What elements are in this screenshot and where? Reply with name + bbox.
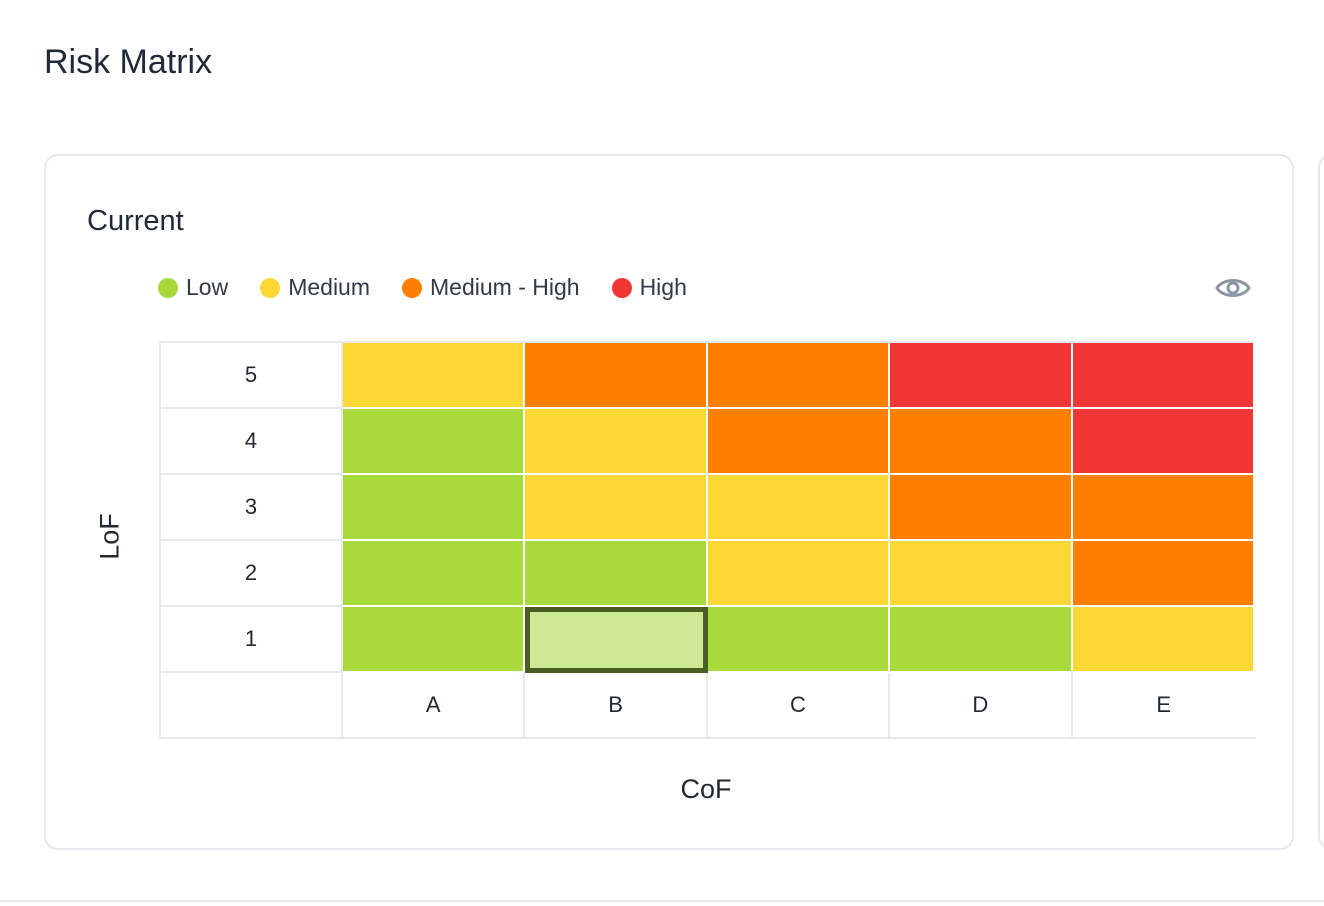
matrix-cell-5-b[interactable]	[525, 343, 708, 409]
matrix-cell-4-b[interactable]	[525, 409, 708, 475]
row-label-5: 5	[161, 343, 343, 409]
row-label-3: 3	[161, 475, 343, 541]
legend-dot-low	[158, 277, 178, 298]
eye-icon[interactable]	[1214, 272, 1252, 304]
column-label-b: B	[525, 673, 708, 739]
matrix-cell-5-d[interactable]	[890, 343, 1073, 409]
risk-matrix-card-current: Current Low Medium Medium - High High Lo…	[44, 154, 1294, 850]
matrix-cell-2-e[interactable]	[1072, 541, 1255, 607]
matrix-cell-3-d[interactable]	[890, 475, 1073, 541]
matrix-cell-1-d[interactable]	[890, 607, 1073, 673]
matrix-cell-4-c[interactable]	[707, 409, 891, 475]
column-label-d: D	[890, 673, 1073, 739]
matrix-cell-4-e[interactable]	[1072, 409, 1255, 475]
x-axis-label: CoF	[680, 774, 732, 804]
legend-dot-high	[611, 277, 632, 298]
legend: Low Medium Medium - High High	[158, 274, 719, 301]
matrix-cell-2-d[interactable]	[890, 541, 1073, 607]
legend-label-high: High	[639, 274, 687, 300]
matrix-cell-2-c[interactable]	[707, 541, 891, 607]
legend-label-low: Low	[186, 274, 229, 300]
legend-dot-medium	[260, 277, 281, 298]
y-axis-label: LoF	[94, 513, 125, 560]
matrix-cell-3-e[interactable]	[1072, 475, 1255, 541]
matrix-cell-4-a[interactable]	[343, 409, 526, 475]
legend-item-medium-high: Medium - High	[402, 274, 580, 301]
legend-item-low: Low	[158, 274, 228, 301]
matrix-cell-1-e[interactable]	[1072, 607, 1255, 673]
matrix-cell-5-e[interactable]	[1072, 343, 1255, 409]
legend-label-medium: Medium	[288, 274, 371, 300]
legend-dot-medium-high	[402, 277, 423, 298]
matrix-corner	[161, 673, 343, 739]
matrix-cell-1-c[interactable]	[707, 607, 891, 673]
column-label-c: C	[707, 673, 891, 739]
matrix-cell-4-d[interactable]	[890, 409, 1073, 475]
matrix-cell-1-b[interactable]	[525, 607, 708, 673]
row-label-1: 1	[161, 607, 343, 673]
risk-matrix-card-next	[1318, 154, 1324, 850]
card-title: Current	[87, 205, 184, 237]
matrix-cell-2-b[interactable]	[525, 541, 708, 607]
row-label-4: 4	[161, 409, 343, 475]
matrix-cell-5-a[interactable]	[343, 343, 526, 409]
page-title: Risk Matrix	[44, 43, 213, 81]
matrix-cell-1-a[interactable]	[343, 607, 526, 673]
matrix-cell-3-b[interactable]	[525, 475, 708, 541]
column-label-e: E	[1072, 673, 1255, 739]
column-label-a: A	[343, 673, 526, 739]
bottom-divider	[0, 900, 1324, 902]
legend-label-medium-high: Medium - High	[430, 274, 580, 300]
matrix-cell-2-a[interactable]	[343, 541, 526, 607]
matrix-cell-3-c[interactable]	[707, 475, 891, 541]
legend-item-high: High	[611, 274, 687, 301]
matrix-cell-3-a[interactable]	[343, 475, 526, 541]
matrix-cell-5-c[interactable]	[707, 343, 891, 409]
row-label-2: 2	[161, 541, 343, 607]
legend-item-medium: Medium	[260, 274, 370, 301]
